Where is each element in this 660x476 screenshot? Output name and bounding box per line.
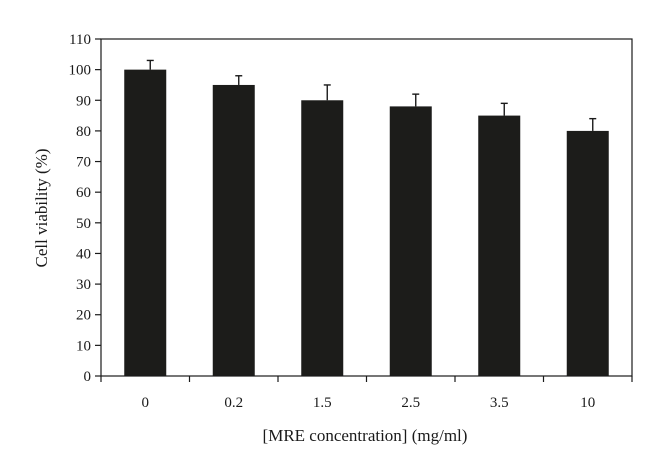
bar-0: [124, 69, 167, 377]
y-tick-label-50: 50: [76, 216, 91, 232]
bar-2.5: [389, 106, 432, 377]
y-tick-label-100: 100: [69, 63, 92, 79]
bar-1.5: [301, 100, 344, 376]
x-tick-label-0: 0: [142, 395, 150, 411]
plot-area: 0 10 20 30 40 50 60 70 80 90 100 110 0 0.2 1.5 2.5 3.5 10: [69, 32, 633, 411]
y-tick-label-40: 40: [76, 246, 91, 262]
x-axis-title: [MRE concentration] (mg/ml): [263, 426, 468, 445]
x-tick-label-0.2: 0.2: [224, 395, 243, 411]
y-tick-label-30: 30: [76, 277, 91, 293]
bar-3.5: [478, 115, 521, 376]
y-tick-label-110: 110: [69, 32, 91, 48]
y-tick-label-80: 80: [76, 124, 91, 140]
y-axis-title: Cell viability (%): [32, 149, 51, 268]
plot-frame: [100, 38, 633, 377]
y-tick-label-10: 10: [76, 338, 91, 354]
bar-10: [566, 130, 609, 376]
y-tick-label-20: 20: [76, 308, 91, 324]
y-tick-label-70: 70: [76, 155, 91, 171]
x-tick-label-10: 10: [580, 395, 595, 411]
y-tick-label-60: 60: [76, 185, 91, 201]
x-tick-label-1.5: 1.5: [313, 395, 332, 411]
x-tick-label-2.5: 2.5: [401, 395, 420, 411]
y-tick-label-0: 0: [84, 369, 92, 385]
y-tick-label-90: 90: [76, 93, 91, 109]
x-tick-label-3.5: 3.5: [490, 395, 509, 411]
bar-0.2: [212, 84, 255, 377]
